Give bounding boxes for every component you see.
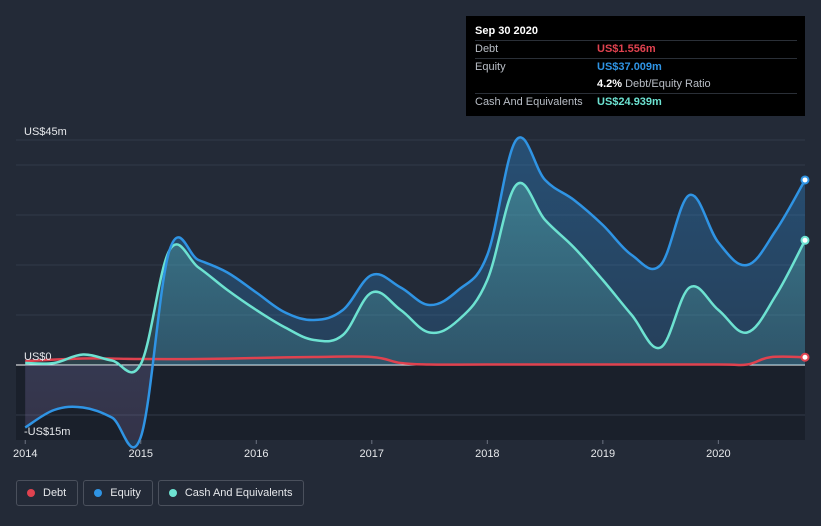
equity-end-point <box>800 175 810 185</box>
legend-item-debt[interactable]: Debt <box>16 480 79 506</box>
tooltip-date: Sep 30 2020 <box>475 25 538 37</box>
tooltip-debt-label: Debt <box>475 43 499 55</box>
x-tick-label: 2019 <box>591 448 615 460</box>
tooltip-cash-label: Cash And Equivalents <box>475 96 583 108</box>
x-tick-label: 2017 <box>360 448 384 460</box>
y-tick-label: US$0 <box>24 351 52 363</box>
legend-item-equity[interactable]: Equity <box>83 480 153 506</box>
x-tick-label: 2014 <box>13 448 37 460</box>
equity-dot-icon <box>94 489 103 497</box>
x-tick-label: 2016 <box>244 448 268 460</box>
tooltip-equity-label: Equity <box>475 61 506 73</box>
tooltip-cash-value: US$24.939m <box>597 96 662 108</box>
cash-area <box>25 182 805 373</box>
tooltip-equity-row: Equity US$37.009m <box>475 58 797 76</box>
legend-debt-label: Debt <box>43 487 67 499</box>
cash-dot-icon <box>168 489 177 497</box>
legend: Debt Equity Cash And Equivalents <box>16 480 305 506</box>
legend-item-cash[interactable]: Cash And Equivalents <box>157 480 305 506</box>
x-tick-label: 2015 <box>129 448 153 460</box>
x-tick-label: 2020 <box>706 448 730 460</box>
debt-line <box>25 355 806 367</box>
y-tick-label: -US$15m <box>24 426 70 438</box>
tooltip-panel: Sep 30 2020 Debt US$1.556m Equity US$37.… <box>466 16 805 116</box>
equity-line <box>24 136 807 449</box>
tooltip-ratio-value: 4.2% <box>597 78 623 90</box>
debt-end-point <box>800 352 810 362</box>
chart: US$45m US$0 -US$15m 2014 2015 2016 2017 2018 201… <box>13 126 810 460</box>
x-tick-label: 2018 <box>475 448 499 460</box>
tooltip-ratio-row: 4.2% Debt/Equity Ratio <box>475 76 797 93</box>
axis-labels: US$45m US$0 -US$15m 2014 2015 2016 2017 2018 201… <box>13 126 731 460</box>
y-tick-label: US$45m <box>24 126 67 138</box>
legend-cash-label: Cash And Equivalents <box>184 487 293 499</box>
area-fills <box>25 137 805 448</box>
cash-line <box>25 181 807 374</box>
tooltip-cash-row: Cash And Equivalents US$24.939m <box>475 93 797 111</box>
equity-negative-area <box>25 365 805 440</box>
tooltip-debt-value: US$1.556m <box>597 43 656 55</box>
series-lines <box>24 136 810 449</box>
tooltip-equity-value: US$37.009m <box>597 61 662 73</box>
tooltip-ratio-label: Debt/Equity Ratio <box>625 78 711 90</box>
cash-end-point <box>800 235 810 245</box>
tooltip-debt-row: Debt US$1.556m <box>475 40 797 58</box>
legend-equity-label: Equity <box>110 487 141 499</box>
debt-dot-icon <box>27 489 35 497</box>
